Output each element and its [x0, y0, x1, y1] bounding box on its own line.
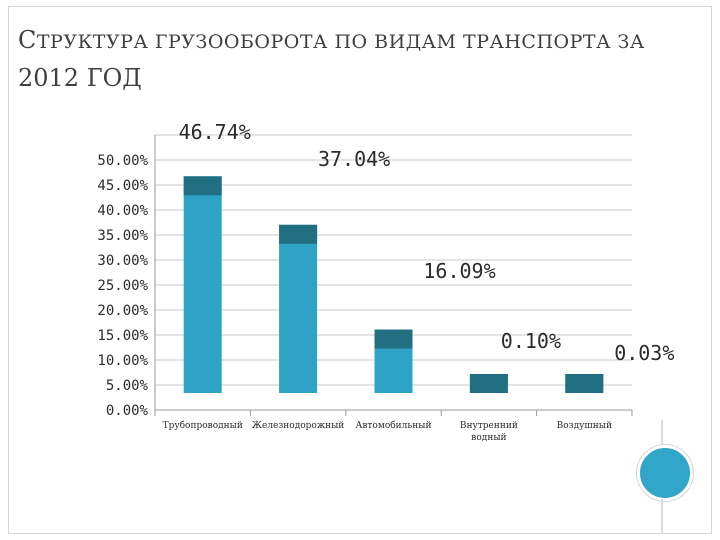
category-label: Трубопроводный — [163, 420, 243, 431]
decor-line-bottom — [661, 499, 663, 534]
slide-title: СТРУКТУРА ГРУЗООБОРОТА ПО ВИДАМ ТРАНСПОР… — [18, 22, 698, 96]
bar-cap — [183, 176, 222, 196]
data-label: 16.09% — [423, 259, 495, 283]
category-label: Воздушный — [557, 421, 612, 431]
y-tick-label: 40.00% — [97, 203, 148, 219]
y-tick-label: 15.00% — [97, 328, 148, 344]
title-line-1-text: ТРУКТУРА ГРУЗООБОРОТА ПО ВИДАМ ТРАНСПОРТ… — [36, 31, 645, 53]
y-tick-label: 10.00% — [97, 353, 148, 369]
decor-circle — [637, 445, 693, 501]
data-label: 37.04% — [318, 147, 390, 171]
title-initial-letter: С — [18, 26, 37, 54]
bar — [279, 224, 318, 393]
slide-frame — [8, 6, 712, 534]
bar-cap — [374, 329, 413, 349]
category-label: Железнодорожный — [252, 421, 344, 431]
data-label: 0.10% — [501, 329, 561, 353]
category-label: Внутренний — [460, 421, 518, 431]
category-label: водный — [471, 433, 506, 443]
y-tick-label: 5.00% — [106, 378, 149, 394]
y-tick-label: 25.00% — [97, 278, 148, 294]
decor-line-top — [661, 420, 663, 447]
y-tick-label: 30.00% — [97, 253, 148, 269]
data-label: 0.03% — [614, 341, 674, 365]
y-tick-label: 50.00% — [97, 153, 148, 169]
bar-cap — [565, 374, 604, 393]
title-line-1: СТРУКТУРА ГРУЗООБОРОТА ПО ВИДАМ ТРАНСПОР… — [18, 22, 698, 60]
y-tick-label: 20.00% — [97, 303, 148, 319]
bar-cap — [469, 374, 508, 393]
y-tick-label: 35.00% — [97, 228, 148, 244]
y-tick-label: 0.00% — [106, 403, 149, 419]
title-line-2: 2012 ГОД — [18, 64, 142, 92]
bar-cap — [279, 224, 318, 244]
bar — [183, 176, 222, 393]
category-label: Автомобильный — [356, 420, 432, 431]
data-label: 46.74% — [179, 120, 251, 144]
y-tick-label: 45.00% — [97, 178, 148, 194]
